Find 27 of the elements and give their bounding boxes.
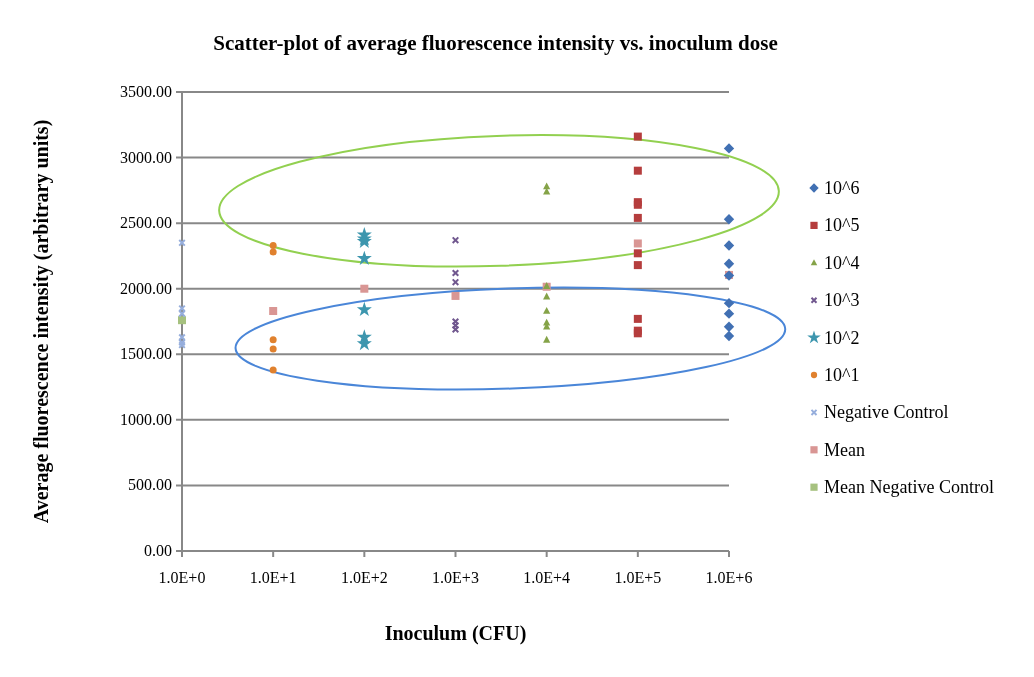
- y-tick-label: 2500.00: [120, 214, 172, 232]
- x-tick-label: 1.0E+2: [340, 569, 388, 586]
- y-axis-title: Average fluorescence intensity (arbitrary units): [30, 119, 53, 524]
- legend-label: 10^5: [824, 215, 860, 236]
- y-tick-label: 500.00: [128, 476, 172, 494]
- y-tick-label: 2000.00: [120, 279, 172, 297]
- y-tick-label: 3500.00: [120, 83, 172, 100]
- x-tick-label: 1.0E+6: [705, 569, 753, 586]
- y-tick-label: 1500.00: [120, 345, 172, 363]
- chart-title: Scatter-plot of average fluorescence intensity vs. inoculum dose: [213, 31, 778, 55]
- x-tick-label: 1.0E+0: [158, 569, 206, 586]
- y-tick-label: 3000.00: [120, 148, 172, 166]
- x-tick-label: 1.0E+5: [614, 569, 662, 586]
- legend-label: Mean Negative Control: [824, 477, 994, 498]
- legend-label: 10^3: [824, 290, 860, 311]
- legend-label: Mean: [824, 439, 865, 460]
- x-tick-label: 1.0E+1: [249, 569, 297, 586]
- legend-label: 10^4: [824, 252, 860, 273]
- y-tick-label: 1000.00: [120, 410, 172, 428]
- legend-label: 10^2: [824, 327, 860, 348]
- legend-label: 10^6: [824, 178, 860, 198]
- legend-label: 10^1: [824, 365, 860, 385]
- legend-label: Negative Control: [824, 402, 949, 423]
- x-axis-title: Inoculum (CFU): [384, 622, 527, 645]
- x-tick-label: 1.0E+3: [432, 569, 479, 586]
- y-tick-label: 0.00: [144, 542, 172, 559]
- x-tick-label: 1.0E+4: [523, 569, 571, 586]
